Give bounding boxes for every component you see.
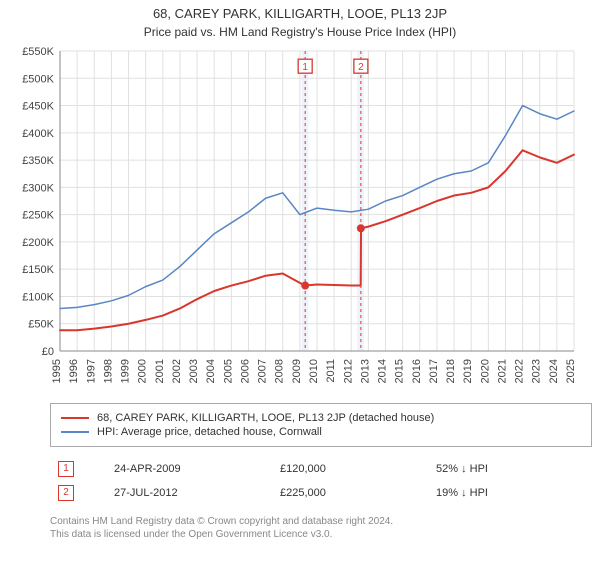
y-tick-label: £450K <box>22 101 54 113</box>
x-tick-label: 1997 <box>85 359 97 383</box>
y-tick-label: £350K <box>22 155 54 167</box>
y-tick-label: £500K <box>22 73 54 85</box>
table-row: 2 27-JUL-2012£225,00019% ↓ HPI <box>50 481 580 505</box>
y-tick-label: £200K <box>22 237 54 249</box>
x-tick-label: 2022 <box>514 359 526 383</box>
y-tick-label: £0 <box>42 346 54 358</box>
x-tick-label: 2009 <box>291 359 303 383</box>
x-tick-label: 2020 <box>479 359 491 383</box>
x-tick-label: 2012 <box>342 359 354 383</box>
x-tick-label: 2014 <box>377 359 389 383</box>
chart-area: £0 £50K £100K £150K £200K £250K £300K £350K £400… <box>14 45 584 395</box>
x-tick-label: 2001 <box>154 359 166 383</box>
legend: 68, CAREY PARK, KILLIGARTH, LOOE, PL13 2… <box>50 403 592 447</box>
table-row: 1 24-APR-2009£120,00052% ↓ HPI <box>50 457 580 481</box>
sale-date: 27-JUL-2012 <box>106 481 272 505</box>
sale-index-cell: 1 <box>50 457 106 481</box>
line-chart: £0 £50K £100K £150K £200K £250K £300K £350K £400… <box>14 45 584 395</box>
attribution-line-1: Contains HM Land Registry data © Crown c… <box>50 515 590 528</box>
y-tick-label: £100K <box>22 291 54 303</box>
sales-table: 1 24-APR-2009£120,00052% ↓ HPI 2 27-JUL-201… <box>50 457 580 505</box>
attribution-footer: Contains HM Land Registry data © Crown c… <box>50 515 590 541</box>
sale-vs-hpi: 52% ↓ HPI <box>428 457 580 481</box>
x-tick-label: 2017 <box>428 359 440 383</box>
x-tick-label: 2006 <box>239 359 251 383</box>
sale-point <box>357 224 365 232</box>
sale-index-icon: 2 <box>58 485 74 501</box>
sale-label-num: 1 <box>302 62 308 73</box>
x-tick-label: 2010 <box>308 359 320 383</box>
x-tick-label: 2005 <box>222 359 234 383</box>
sale-price: £225,000 <box>272 481 428 505</box>
x-tick-label: 2025 <box>565 359 577 383</box>
y-tick-label: £550K <box>22 46 54 58</box>
attribution-line-2: This data is licensed under the Open Gov… <box>50 528 590 541</box>
x-tick-label: 1999 <box>120 359 132 383</box>
y-tick-label: £50K <box>28 319 54 331</box>
legend-label: 68, CAREY PARK, KILLIGARTH, LOOE, PL13 2… <box>97 412 434 424</box>
sale-label-num: 2 <box>358 62 364 73</box>
x-tick-label: 2013 <box>359 359 371 383</box>
legend-swatch <box>61 417 89 419</box>
legend-label: HPI: Average price, detached house, Corn… <box>97 426 322 438</box>
legend-row: 68, CAREY PARK, KILLIGARTH, LOOE, PL13 2… <box>61 412 581 424</box>
page-subtitle: Price paid vs. HM Land Registry's House … <box>0 25 600 39</box>
x-tick-label: 2016 <box>411 359 423 383</box>
page-title: 68, CAREY PARK, KILLIGARTH, LOOE, PL13 2… <box>0 6 600 21</box>
x-tick-label: 2007 <box>257 359 269 383</box>
y-tick-label: £250K <box>22 210 54 222</box>
sale-point <box>301 282 309 290</box>
sale-price: £120,000 <box>272 457 428 481</box>
y-tick-label: £300K <box>22 182 54 194</box>
x-tick-label: 2000 <box>137 359 149 383</box>
x-tick-label: 2002 <box>171 359 183 383</box>
x-tick-label: 1995 <box>51 359 63 383</box>
legend-swatch <box>61 431 89 433</box>
legend-row: HPI: Average price, detached house, Corn… <box>61 426 581 438</box>
x-tick-label: 2019 <box>462 359 474 383</box>
sale-index-icon: 1 <box>58 461 74 477</box>
x-tick-label: 1998 <box>102 359 114 383</box>
x-tick-label: 2003 <box>188 359 200 383</box>
sale-vs-hpi: 19% ↓ HPI <box>428 481 580 505</box>
x-tick-label: 2008 <box>274 359 286 383</box>
sale-index-cell: 2 <box>50 481 106 505</box>
x-tick-label: 2011 <box>325 359 337 383</box>
sale-date: 24-APR-2009 <box>106 457 272 481</box>
x-tick-label: 2015 <box>394 359 406 383</box>
y-tick-label: £400K <box>22 128 54 140</box>
x-tick-label: 2021 <box>496 359 508 383</box>
x-tick-label: 2004 <box>205 359 217 383</box>
x-tick-label: 1996 <box>68 359 80 383</box>
y-tick-label: £150K <box>22 264 54 276</box>
x-tick-label: 2023 <box>531 359 543 383</box>
x-tick-label: 2018 <box>445 359 457 383</box>
x-tick-label: 2024 <box>548 359 560 383</box>
